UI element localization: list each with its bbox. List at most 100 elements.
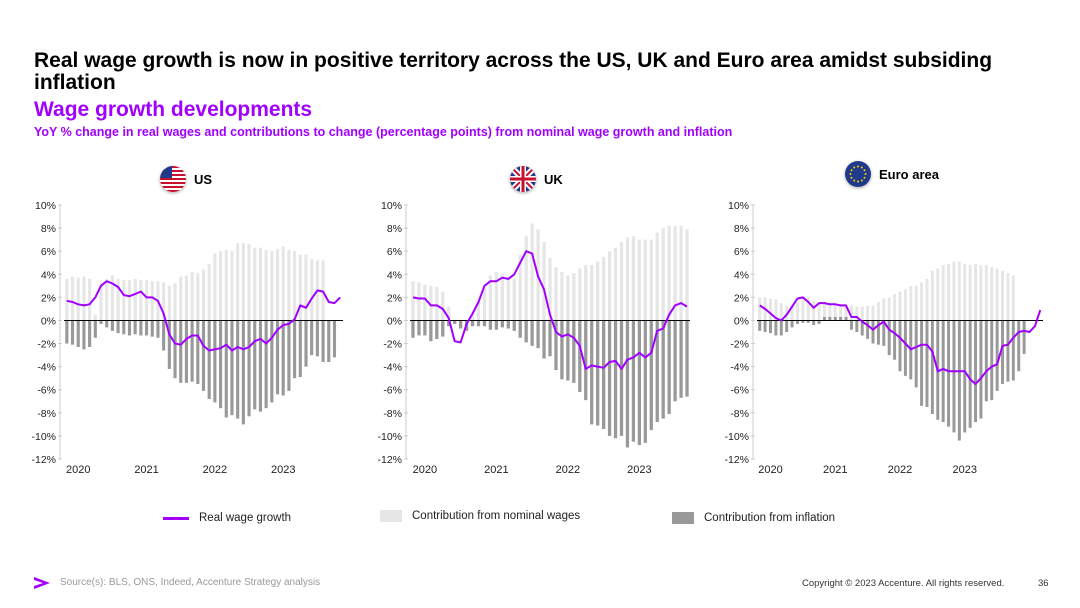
us-inflation-bar xyxy=(110,320,114,331)
euro-nominal-bar xyxy=(812,300,816,321)
euro-y-tick-label: -2% xyxy=(730,339,749,351)
us-nominal-bar xyxy=(310,259,314,321)
legend-nominal-label: Contribution from nominal wages xyxy=(412,510,581,522)
us-inflation-bar xyxy=(230,320,234,416)
euro-inflation-bar xyxy=(1001,320,1005,384)
us-nominal-bar xyxy=(82,276,86,321)
accenture-logo-icon xyxy=(34,577,50,589)
us-inflation-bar xyxy=(133,320,137,335)
euro-inflation-bar xyxy=(979,320,983,419)
legend-inflation: Contribution from inflation xyxy=(672,512,835,524)
euro-inflation-bar xyxy=(1011,320,1015,381)
uk-inflation-bar xyxy=(590,320,594,425)
us-nominal-bar xyxy=(150,281,154,321)
uk-inflation-bar xyxy=(447,320,451,327)
euro-inflation-bar xyxy=(779,320,783,336)
us-inflation-bar xyxy=(167,320,171,369)
us-y-tick-label: 2% xyxy=(41,292,56,304)
euro-x-tick-label: 2021 xyxy=(823,464,847,476)
uk-inflation-bar xyxy=(637,320,641,446)
uk-inflation-bar xyxy=(411,320,415,338)
euro-nominal-bar xyxy=(839,304,843,321)
us-inflation-bar xyxy=(201,320,206,391)
euro-y-tick-label: -8% xyxy=(730,408,749,420)
us-nominal-bar xyxy=(133,278,137,321)
euro-nominal-bar xyxy=(979,265,983,321)
us-nominal-bar xyxy=(88,278,92,321)
uk-nominal-bar xyxy=(613,247,618,321)
euro-y-tick-label: 2% xyxy=(734,292,749,304)
us-real-wage-line xyxy=(66,280,341,352)
uk-inflation-bar xyxy=(643,320,647,443)
uk-nominal-bar xyxy=(435,286,439,321)
uk-nominal-bar xyxy=(554,267,558,321)
uk-nominal-bar xyxy=(417,282,421,321)
euro-nominal-bar xyxy=(990,267,994,321)
uk-inflation-bar xyxy=(542,320,546,359)
panel-label-uk: UK xyxy=(510,166,563,192)
us-y-tick-label: -4% xyxy=(37,362,56,374)
euro-nominal-bar xyxy=(855,306,859,321)
uk-nominal-bar xyxy=(500,274,504,321)
us-x-tick-label: 2021 xyxy=(134,464,158,476)
uk-nominal-bar xyxy=(560,271,564,321)
euro-nominal-bar xyxy=(968,265,972,321)
us-nominal-bar xyxy=(110,275,114,321)
euro-nominal-bar xyxy=(849,305,853,321)
us-inflation-bar xyxy=(213,320,217,403)
euro-nominal-bar xyxy=(893,293,897,321)
uk-nominal-bar xyxy=(476,301,481,321)
euro-nominal-bar xyxy=(903,289,907,321)
us-nominal-bar xyxy=(173,283,177,321)
uk-y-tick-label: -6% xyxy=(383,385,402,397)
us-inflation-bar xyxy=(179,320,183,383)
uk-y-tick-label: 10% xyxy=(381,200,402,212)
uk-inflation-bar xyxy=(417,320,421,336)
us-inflation-bar xyxy=(241,320,245,425)
euro-nominal-bar xyxy=(806,297,810,321)
us-y-tick-label: 4% xyxy=(41,269,56,281)
uk-inflation-bar xyxy=(607,320,612,436)
us-nominal-bar xyxy=(287,250,291,321)
footer-copyright: Copyright © 2023 Accenture. All rights r… xyxy=(802,578,1005,589)
euro-inflation-bar xyxy=(968,320,972,428)
uk-nominal-bar xyxy=(572,273,576,321)
us-inflation-bar xyxy=(76,320,80,348)
uk-nominal-bar xyxy=(548,258,552,321)
euro-inflation-bar xyxy=(893,320,897,360)
euro-inflation-bar xyxy=(833,316,837,321)
us-inflation-bar xyxy=(224,320,228,418)
us-nominal-bar xyxy=(213,253,217,321)
uk-nominal-bar xyxy=(470,313,475,321)
euro-inflation-bar xyxy=(763,320,767,332)
uk-inflation-bar xyxy=(554,320,558,371)
euro-y-tick-label: -6% xyxy=(730,385,749,397)
uk-nominal-bar xyxy=(494,271,499,321)
euro-nominal-bar xyxy=(790,306,794,321)
euro-nominal-bar xyxy=(909,285,913,321)
uk-nominal-bar xyxy=(423,284,427,321)
uk-inflation-bar xyxy=(429,320,433,342)
uk-nominal-bar xyxy=(601,256,606,321)
us-inflation-bar xyxy=(173,320,177,379)
uk-y-tick-label: -12% xyxy=(377,454,402,466)
euro-nominal-bar xyxy=(795,301,799,321)
euro-x-tick-label: 2023 xyxy=(953,464,977,476)
uk-x-tick-label: 2022 xyxy=(556,464,580,476)
us-inflation-bar xyxy=(298,320,302,378)
us-x-tick-label: 2023 xyxy=(271,464,295,476)
page-title: Real wage growth is now in positive terr… xyxy=(34,49,993,94)
uk-inflation-bar xyxy=(619,320,624,436)
us-nominal-bar xyxy=(201,269,206,321)
us-nominal-bar xyxy=(70,276,75,321)
euro-y-tick-label: -10% xyxy=(724,431,749,443)
us-inflation-bar xyxy=(281,320,285,396)
uk-nominal-bar xyxy=(411,281,415,321)
us-inflation-bar xyxy=(65,320,69,344)
euro-nominal-bar xyxy=(1006,273,1010,321)
us-inflation-bar xyxy=(196,320,200,384)
euro-nominal-bar xyxy=(941,265,945,321)
uk-inflation-bar xyxy=(488,320,493,330)
euro-nominal-bar xyxy=(974,263,978,321)
uk-y-tick-label: -2% xyxy=(383,339,402,351)
